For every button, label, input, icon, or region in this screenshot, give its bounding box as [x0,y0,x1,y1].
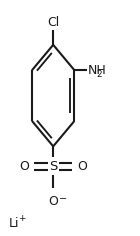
Text: −: − [59,194,67,203]
Text: 2: 2 [97,70,102,80]
Text: NH: NH [87,64,106,77]
Text: Li: Li [8,216,19,230]
Text: S: S [49,160,57,173]
Text: O: O [48,195,58,208]
Text: +: + [18,214,26,223]
Text: O: O [19,160,29,173]
Text: O: O [78,160,88,173]
Text: Cl: Cl [47,16,59,29]
